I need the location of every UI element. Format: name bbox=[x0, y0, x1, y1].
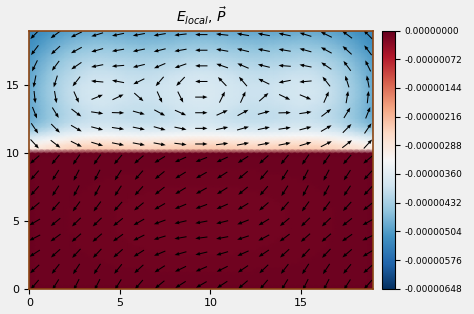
Title: $E_{local}$, $\vec{P}$: $E_{local}$, $\vec{P}$ bbox=[176, 6, 227, 27]
